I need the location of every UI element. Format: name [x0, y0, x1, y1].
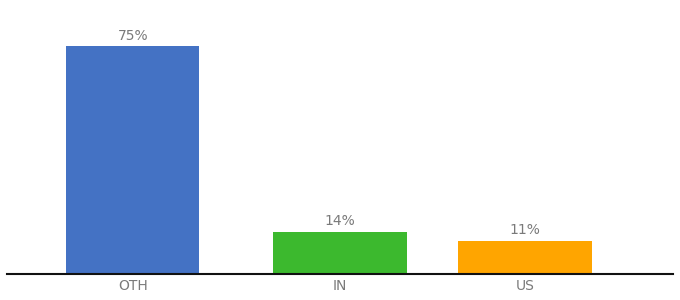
Bar: [458, 241, 592, 274]
Text: 11%: 11%: [509, 223, 541, 237]
Bar: [66, 46, 199, 274]
Bar: [273, 232, 407, 274]
Text: 75%: 75%: [118, 29, 148, 43]
Text: 14%: 14%: [324, 214, 356, 228]
